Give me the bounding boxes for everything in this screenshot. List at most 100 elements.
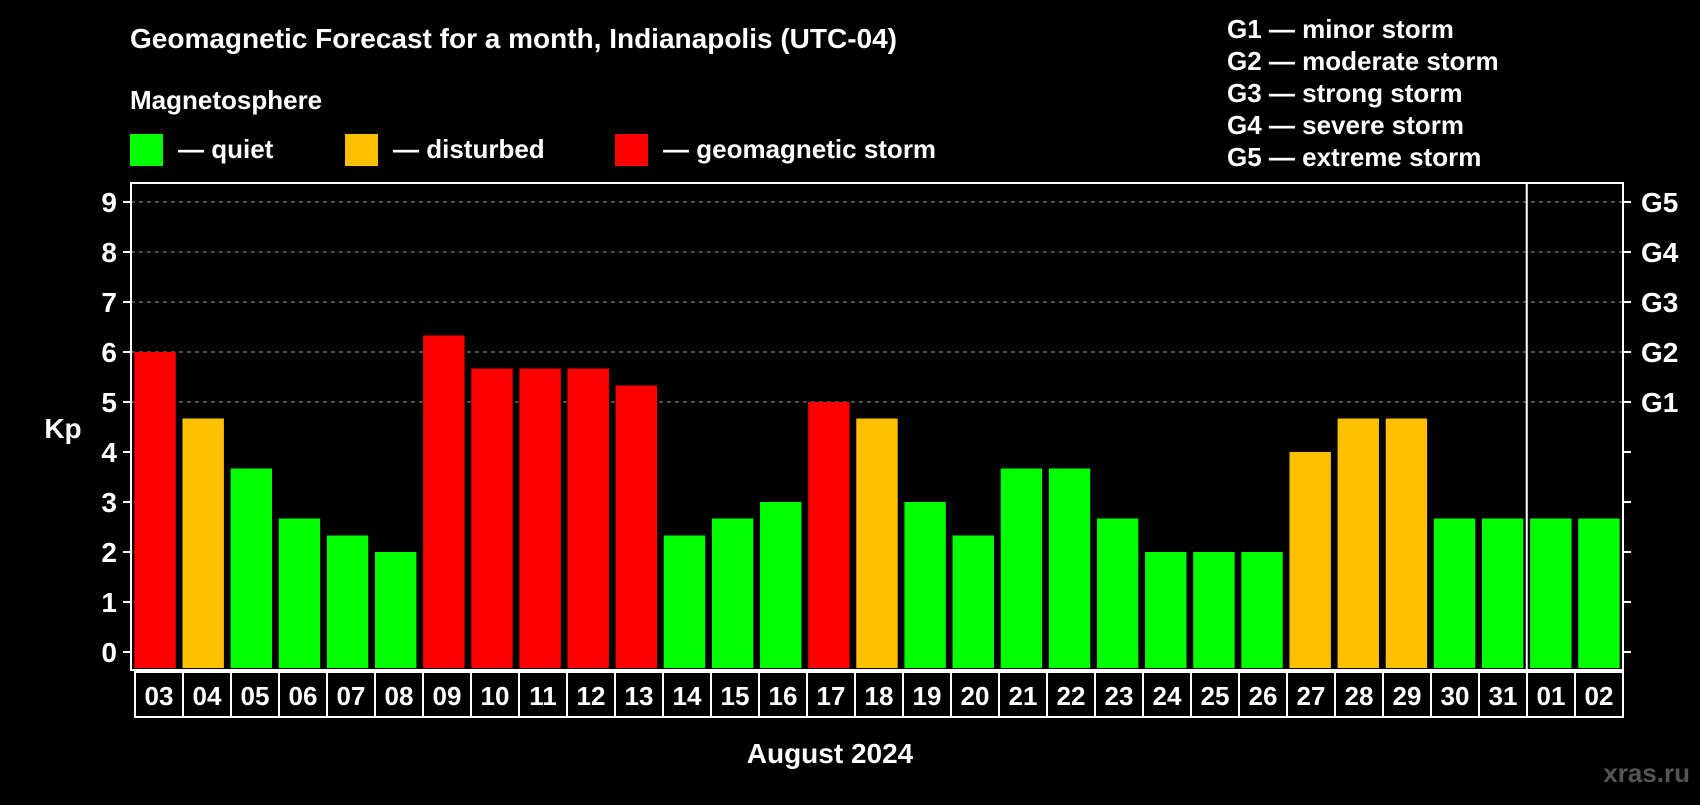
- bar: [1096, 518, 1139, 668]
- bar: [1578, 518, 1620, 668]
- storm-level-label: G1: [1641, 387, 1678, 418]
- bar: [1193, 552, 1235, 668]
- legend: — quiet — disturbed — geomagnetic storm: [130, 134, 936, 166]
- storm-scale-item: G3 — strong storm: [1227, 78, 1462, 108]
- storm-scale-item: G1 — minor storm: [1227, 14, 1454, 44]
- legend-label: — disturbed: [393, 134, 545, 164]
- y-tick-label: 0: [101, 637, 117, 668]
- storm-scale-item: G2 — moderate storm: [1227, 46, 1499, 76]
- legend-label: — geomagnetic storm: [663, 134, 936, 164]
- y-tick-label: 5: [101, 387, 117, 418]
- x-tick-label: 05: [241, 681, 270, 711]
- x-tick-label: 08: [385, 681, 414, 711]
- x-tick-label: 02: [1585, 681, 1614, 711]
- x-tick-label: 09: [433, 681, 462, 711]
- bar: [615, 385, 658, 668]
- x-tick-label: 31: [1489, 681, 1518, 711]
- legend-swatch: [130, 134, 163, 166]
- plot-frame: [130, 182, 1624, 671]
- bar: [808, 402, 850, 668]
- x-tick-label: 15: [721, 681, 750, 711]
- bar: [519, 368, 561, 668]
- y-tick-label: 8: [101, 237, 117, 268]
- y-tick-label: 1: [101, 587, 117, 618]
- legend-swatch: [345, 134, 378, 166]
- storm-level-label: G3: [1641, 287, 1678, 318]
- bar: [1241, 552, 1283, 668]
- x-tick-label: 18: [865, 681, 894, 711]
- storm-level-label: G4: [1641, 237, 1679, 268]
- y-tick-label: 4: [101, 437, 117, 468]
- bar: [1289, 452, 1331, 668]
- bar: [760, 502, 802, 668]
- x-tick-label: 28: [1345, 681, 1374, 711]
- legend-title: Magnetosphere: [130, 85, 322, 115]
- x-tick-label: 29: [1393, 681, 1422, 711]
- x-tick-label: 14: [673, 681, 702, 711]
- y-axis-ticks: 0 1 2 3 4 5 6 7 8 9: [101, 187, 131, 668]
- bar: [1481, 518, 1524, 668]
- storm-scale-item: G5 — extreme storm: [1227, 142, 1481, 172]
- bar: [375, 552, 417, 668]
- bar: [904, 502, 946, 668]
- x-tick-label: 27: [1297, 681, 1326, 711]
- bar: [326, 535, 369, 668]
- bar: [856, 418, 898, 668]
- legend-label: — quiet: [178, 134, 274, 164]
- bar: [1385, 418, 1428, 668]
- chart-title: Geomagnetic Forecast for a month, Indian…: [130, 23, 897, 54]
- bar: [567, 368, 609, 668]
- x-tick-label: 06: [289, 681, 318, 711]
- y-tick-label: 9: [101, 187, 117, 218]
- x-tick-label: 04: [193, 681, 222, 711]
- x-tick-label: 21: [1009, 681, 1038, 711]
- storm-scale-item: G4 — severe storm: [1227, 110, 1464, 140]
- x-tick-label: 03: [145, 681, 174, 711]
- y-tick-label: 7: [101, 287, 117, 318]
- y-axis-label: Kp: [44, 413, 81, 444]
- legend-swatch: [615, 134, 648, 166]
- x-tick-label: 07: [337, 681, 366, 711]
- watermark: xras.ru: [1603, 758, 1690, 788]
- y-tick-label: 2: [101, 537, 117, 568]
- x-tick-label: 24: [1153, 681, 1182, 711]
- bar: [1530, 518, 1572, 668]
- bar: [182, 418, 224, 668]
- axes: [130, 182, 1624, 671]
- x-tick-label: 11: [529, 681, 557, 711]
- x-tick-label: 01: [1537, 681, 1566, 711]
- y-tick-label: 6: [101, 337, 117, 368]
- bars: [134, 335, 1620, 668]
- bar: [230, 468, 273, 668]
- x-tick-label: 23: [1105, 681, 1134, 711]
- storm-level-label: G5: [1641, 187, 1678, 218]
- bar: [663, 535, 706, 668]
- x-tick-label: 19: [913, 681, 942, 711]
- storm-level-ticks: G1 G2 G3 G4 G5: [1623, 187, 1679, 653]
- storm-level-label: G2: [1641, 337, 1678, 368]
- x-tick-label: 10: [481, 681, 510, 711]
- y-tick-label: 3: [101, 487, 117, 518]
- bar: [423, 335, 465, 668]
- x-tick-label: 25: [1201, 681, 1230, 711]
- bar: [1433, 518, 1476, 668]
- bar: [471, 368, 513, 668]
- x-tick-label: 20: [961, 681, 990, 711]
- x-axis-categories: 03 04 05 06 07 08 09 10 11 12 13 14 15 16 17 18 19 20 21 22…: [134, 671, 1624, 718]
- bar: [278, 518, 321, 668]
- bar: [1048, 468, 1091, 668]
- category-row: [134, 671, 1624, 718]
- bar: [1000, 468, 1043, 668]
- x-tick-label: 30: [1441, 681, 1470, 711]
- x-tick-label: 17: [817, 681, 846, 711]
- x-tick-label: 16: [769, 681, 798, 711]
- bar: [711, 518, 754, 668]
- bar: [134, 352, 176, 668]
- bar: [1145, 552, 1187, 668]
- x-axis-label: August 2024: [747, 738, 914, 769]
- x-tick-label: 22: [1057, 681, 1086, 711]
- bar: [952, 535, 994, 668]
